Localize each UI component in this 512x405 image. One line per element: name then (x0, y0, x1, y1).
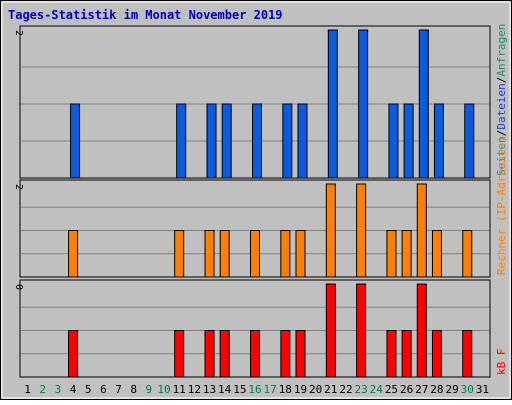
bar-middle-day-27 (416, 183, 427, 278)
x-tick-label-day-6: 6 (100, 383, 107, 396)
x-tick-label-day-20: 20 (309, 383, 322, 396)
chart-frame-highlight (1, 1, 511, 399)
bar-top-day-30 (464, 103, 475, 179)
legend-part: / (495, 130, 508, 137)
panel-bottom: 0 kB F (13, 279, 508, 378)
bar-bottom-day-4 (68, 330, 79, 378)
x-tick-label-day-17: 17 (264, 383, 277, 396)
bar-top-day-27 (418, 29, 429, 179)
bar-top-day-13 (206, 103, 217, 179)
x-tick-label-day-24: 24 (370, 383, 384, 396)
legend-part: Dateien (495, 83, 508, 129)
legend-part: Rechner (IP-Adressen) (495, 136, 508, 275)
bar-middle-day-26 (401, 230, 412, 278)
bar-middle-day-21 (325, 183, 336, 278)
bar-bottom-day-21 (325, 283, 336, 378)
panel-middle: 2 Rechner (IP-Adressen) (13, 136, 508, 278)
y-axis-tick-label: 2 (13, 30, 24, 36)
x-tick-label-day-22: 22 (339, 383, 352, 396)
panel-legend-top: Seiten/Dateien/Anfragen (495, 24, 508, 176)
bar-bottom-day-11 (174, 330, 185, 378)
x-tick-label-day-10: 10 (157, 383, 170, 396)
bar-bottom-day-23 (356, 283, 367, 378)
x-tick-label-day-23: 23 (355, 383, 368, 396)
bar-bottom-day-16 (250, 330, 260, 378)
legend-part: Anfragen (495, 24, 508, 77)
x-tick-label-day-1: 1 (24, 383, 31, 396)
bar-middle-day-25 (386, 230, 397, 278)
x-tick-label-day-3: 3 (55, 383, 62, 396)
x-tick-label-day-28: 28 (430, 383, 443, 396)
y-axis-tick-label: 0 (13, 284, 24, 290)
bar-bottom-day-13 (204, 330, 215, 378)
x-tick-label-day-21: 21 (324, 383, 337, 396)
y-axis-tick-label: 2 (13, 184, 24, 190)
x-tick-label-day-31: 31 (476, 383, 489, 396)
bar-middle-day-28 (431, 230, 442, 278)
bar-top-day-25 (388, 103, 399, 179)
legend-part: / (495, 77, 508, 84)
x-tick-label-day-26: 26 (400, 383, 413, 396)
x-tick-label-day-27: 27 (415, 383, 428, 396)
bar-bottom-day-28 (431, 330, 442, 378)
panel-legend-bottom: kB F (495, 349, 508, 376)
legend-part: Seiten (495, 136, 508, 176)
x-tick-label-day-14: 14 (218, 383, 232, 396)
bar-top-day-28 (433, 103, 444, 179)
bar-top-day-4 (70, 103, 81, 179)
bar-middle-day-23 (356, 183, 367, 278)
x-tick-label-day-12: 12 (188, 383, 201, 396)
bar-bottom-day-30 (462, 330, 473, 378)
bar-middle-day-14 (219, 230, 230, 278)
bar-bottom-day-14 (219, 330, 230, 378)
bar-middle-day-19 (295, 230, 306, 278)
bar-top-day-16 (252, 103, 262, 179)
x-tick-label-day-4: 4 (70, 383, 77, 396)
bar-bottom-day-25 (386, 330, 397, 378)
bar-middle-day-18 (280, 230, 291, 278)
bar-middle-day-4 (68, 230, 79, 278)
x-tick-label-day-5: 5 (85, 383, 92, 396)
bar-top-day-14 (221, 103, 232, 179)
bar-top-day-18 (282, 103, 293, 179)
bar-bottom-day-27 (416, 283, 427, 378)
bar-middle-day-13 (204, 230, 215, 278)
x-tick-label-day-15: 15 (233, 383, 246, 396)
bar-top-day-21 (327, 29, 338, 179)
x-tick-label-day-7: 7 (115, 383, 122, 396)
x-tick-label-day-25: 25 (385, 383, 398, 396)
legend-part: kB F (495, 349, 508, 376)
x-tick-label-day-18: 18 (279, 383, 292, 396)
bar-top-day-19 (297, 103, 308, 179)
x-tick-label-day-30: 30 (461, 383, 474, 396)
x-tick-label-day-8: 8 (130, 383, 137, 396)
x-tick-label-day-2: 2 (39, 383, 46, 396)
bar-middle-day-16 (250, 230, 260, 278)
bar-bottom-day-19 (295, 330, 306, 378)
x-tick-label-day-9: 9 (146, 383, 153, 396)
x-tick-label-day-19: 19 (294, 383, 307, 396)
bar-top-day-23 (358, 29, 369, 179)
chart-title: Tages-Statistik im Monat November 2019 (8, 8, 283, 22)
x-tick-label-day-11: 11 (173, 383, 186, 396)
x-tick-label-day-29: 29 (445, 383, 458, 396)
x-axis-tick-labels: 1 2 3 4 5 6 7 8 9 10 11 12 13 14 15 16 17 18 19 20 21 22 23 24 2… (24, 383, 489, 396)
bar-middle-day-30 (462, 230, 473, 278)
bar-bottom-day-26 (401, 330, 412, 378)
panel-legend-middle: Rechner (IP-Adressen) (495, 136, 508, 275)
bar-middle-day-11 (174, 230, 185, 278)
bar-bottom-day-18 (280, 330, 291, 378)
bar-top-day-11 (176, 103, 187, 179)
x-tick-label-day-16: 16 (248, 383, 261, 396)
bar-top-day-26 (403, 103, 414, 179)
x-tick-label-day-13: 13 (203, 383, 216, 396)
